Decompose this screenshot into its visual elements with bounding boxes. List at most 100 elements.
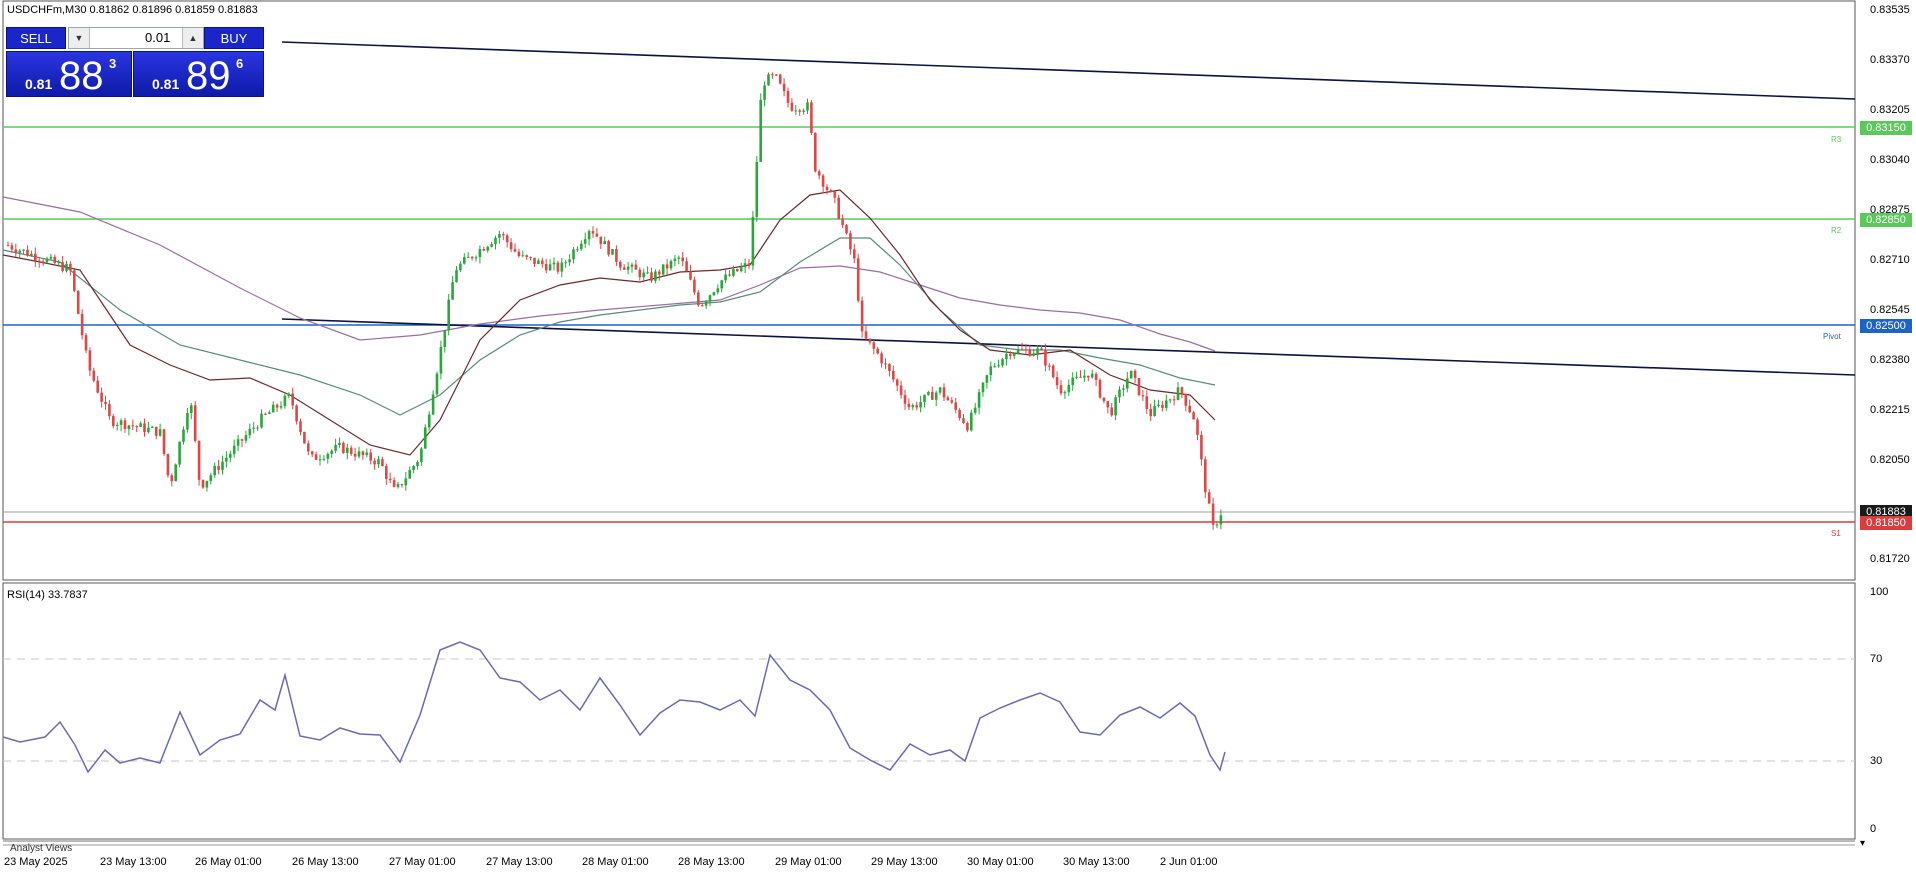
candle-body — [934, 392, 938, 400]
candle-body — [463, 257, 466, 264]
candle-body — [190, 405, 193, 413]
candle-body — [580, 243, 583, 250]
candle-body — [466, 256, 470, 258]
lot-increase-button[interactable]: ▲ — [182, 28, 203, 48]
candle-body — [1141, 395, 1145, 397]
candle-body — [544, 264, 548, 271]
sell-price-box[interactable]: 0.81 88 3 — [6, 51, 132, 98]
candle-body — [1122, 388, 1125, 390]
rsi-title: RSI(14) 33.7837 — [7, 589, 88, 601]
buy-price-lead: 0.81 — [152, 76, 180, 92]
candle-body — [1184, 394, 1188, 406]
candle-body — [599, 236, 603, 245]
candle-body — [502, 234, 505, 236]
lot-size-value[interactable]: 0.01 — [145, 30, 171, 45]
candle-body — [1215, 524, 1219, 526]
candle-body — [76, 290, 80, 314]
candle-body — [950, 400, 954, 403]
candle-body — [677, 257, 681, 259]
candle-body — [591, 231, 595, 234]
candle-body — [37, 260, 41, 262]
candle-body — [1106, 401, 1110, 408]
candle-body — [849, 233, 852, 250]
candle-body — [907, 403, 911, 408]
sell-button[interactable]: SELL — [6, 27, 66, 49]
candle-body — [981, 382, 985, 393]
candle-body — [139, 423, 142, 427]
candle-body — [552, 262, 556, 265]
candle-body — [18, 250, 21, 253]
candle-body — [236, 439, 240, 446]
candle-body — [431, 394, 435, 415]
candle-body — [985, 375, 989, 383]
candle-body — [240, 439, 244, 441]
candle-body — [404, 478, 408, 486]
candle-body — [435, 373, 439, 395]
candle-body — [1219, 515, 1223, 525]
candle-body — [892, 370, 895, 380]
candle-body — [638, 269, 642, 278]
candle-body — [182, 429, 185, 442]
candle-body — [1044, 349, 1047, 366]
candle-body — [10, 245, 14, 250]
candle-body — [424, 427, 427, 449]
candle-body — [611, 249, 614, 255]
candle-body — [455, 270, 458, 283]
candle-body — [642, 272, 645, 278]
ma-mid-line — [2, 237, 1216, 416]
candle-body — [80, 313, 84, 336]
candle-body — [517, 251, 521, 257]
candle-body — [494, 237, 497, 245]
price-axis-label: 0.82545 — [1870, 304, 1910, 316]
candle-body — [880, 353, 883, 364]
candle-body — [989, 366, 993, 376]
buy-price-box[interactable]: 0.81 89 6 — [133, 51, 264, 98]
candle-body — [1090, 373, 1094, 378]
candle-body — [170, 475, 174, 482]
time-axis-label: 28 May 13:00 — [678, 856, 745, 868]
candle-body — [131, 425, 135, 427]
candle-body — [330, 450, 333, 454]
candle-body — [49, 256, 53, 259]
candle-body — [326, 453, 330, 459]
candle-body — [931, 391, 934, 400]
candle-body — [41, 261, 45, 263]
lot-size-field[interactable]: ▼ 0.01 ▲ — [68, 27, 204, 49]
candle-body — [1176, 387, 1180, 400]
candle-body — [45, 258, 49, 263]
candle-body — [821, 175, 825, 187]
candle-body — [942, 387, 946, 398]
candle-body — [1168, 399, 1172, 401]
chevron-down-icon[interactable]: ▾ — [1860, 838, 1866, 849]
candle-body — [1020, 349, 1024, 351]
candle-body — [252, 427, 255, 429]
candle-body — [291, 393, 294, 406]
candle-body — [778, 74, 782, 84]
candle-body — [505, 235, 509, 243]
candle-body — [1012, 353, 1016, 357]
candle-body — [92, 370, 96, 381]
candle-body — [661, 264, 665, 275]
time-axis-label: 28 May 01:00 — [582, 856, 649, 868]
candle-body — [342, 442, 345, 453]
candle-body — [22, 249, 25, 251]
candle-body — [650, 272, 653, 281]
buy-button[interactable]: BUY — [204, 27, 264, 49]
lot-decrease-button[interactable]: ▼ — [69, 28, 90, 48]
candle-body — [197, 440, 201, 480]
r3-price-tag: 0.83150 — [1860, 121, 1912, 135]
buy-price-big: 89 — [186, 54, 231, 98]
candle-body — [704, 301, 708, 306]
candle-body — [143, 423, 146, 433]
candle-body — [622, 267, 626, 270]
candle-body — [166, 454, 170, 476]
candle-body — [973, 407, 977, 413]
candle-body — [361, 451, 365, 456]
candle-body — [1075, 376, 1078, 378]
analyst-views-tab[interactable]: Analyst Views — [10, 843, 73, 854]
price-axis-label: 0.83040 — [1870, 154, 1910, 166]
candle-body — [833, 191, 837, 198]
rsi-axis-label: 100 — [1870, 586, 1889, 598]
candle-body — [938, 387, 942, 393]
